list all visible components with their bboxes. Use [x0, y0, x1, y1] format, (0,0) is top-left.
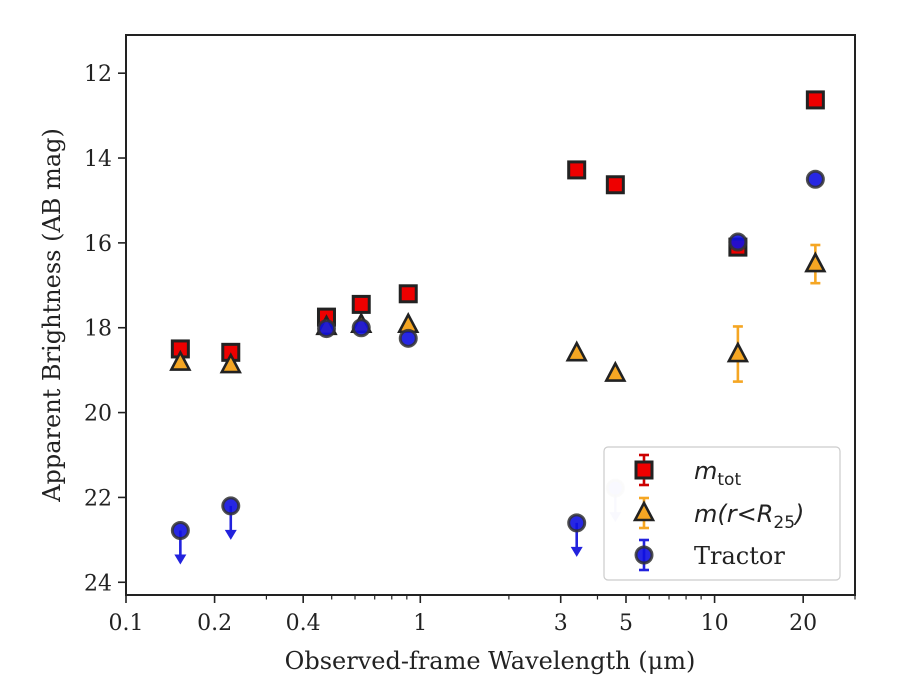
- x-tick-label: 0.1: [109, 611, 144, 636]
- legend-entry: Tractor: [634, 538, 785, 572]
- legend-square-marker: [634, 460, 654, 480]
- upper-limit-arrow-head: [174, 554, 187, 565]
- circle-marker: [567, 513, 587, 533]
- y-axis-label: Apparent Brightness (AB mag): [38, 128, 66, 503]
- y-tick-label: 16: [84, 232, 112, 257]
- y-tick-label: 22: [84, 486, 112, 511]
- data-point: [398, 328, 418, 348]
- legend-label: mtot: [694, 457, 741, 490]
- x-tick-label: 10: [701, 611, 729, 636]
- legend-triangle-marker: [632, 500, 656, 522]
- triangle-marker: [219, 352, 242, 374]
- y-tick-label: 20: [84, 402, 112, 427]
- legend-entry: mtot: [634, 453, 741, 490]
- circle-marker: [728, 232, 748, 252]
- x-tick-label: 0.4: [286, 611, 321, 636]
- circle-marker: [398, 328, 418, 348]
- square-marker: [605, 175, 625, 195]
- plot-frame: [125, 34, 856, 596]
- data-point: [567, 160, 587, 180]
- square-marker: [351, 294, 371, 314]
- data-point: [805, 169, 825, 189]
- circle-marker: [316, 319, 336, 339]
- triangle-marker: [169, 349, 192, 371]
- data-point: [219, 352, 242, 374]
- data-point: [605, 175, 625, 195]
- y-axis: 12 14 16 18 20 22 24: [84, 62, 126, 596]
- circle-marker: [170, 521, 190, 541]
- x-tick-label: 1: [413, 611, 427, 636]
- y-tick-label: 18: [84, 317, 112, 342]
- legend-box: [603, 446, 841, 581]
- x-tick-label: 0.2: [197, 611, 232, 636]
- data-point: [565, 340, 588, 362]
- data-point: [804, 243, 827, 285]
- legend-circle-marker: [634, 545, 654, 565]
- legend-label: m(r<R25): [694, 500, 804, 533]
- data-point: [316, 319, 336, 339]
- upper-limit-arrow-head: [570, 546, 583, 557]
- x-tick-label: 20: [789, 611, 817, 636]
- y-tick-label: 12: [84, 62, 112, 87]
- data-point: [567, 513, 587, 557]
- square-marker: [805, 90, 825, 110]
- circle-marker: [805, 169, 825, 189]
- square-marker: [398, 284, 418, 304]
- x-axis-label: Observed-frame Wavelength (μm): [285, 647, 696, 675]
- triangle-marker: [604, 360, 627, 382]
- data-point: [170, 521, 190, 565]
- data-point: [604, 360, 627, 382]
- legend-label: Tractor: [694, 542, 785, 570]
- x-tick-label: 3: [554, 611, 568, 636]
- triangle-marker: [726, 341, 750, 363]
- triangle-marker: [565, 340, 588, 362]
- data-point: [169, 349, 192, 371]
- legend: mtot m(r<R25) Tractor: [603, 446, 841, 581]
- legend-entry: m(r<R25): [632, 496, 804, 533]
- triangle-marker: [804, 251, 827, 273]
- upper-limit-arrow-head: [224, 529, 237, 540]
- circle-marker: [221, 496, 241, 516]
- square-marker: [567, 160, 587, 180]
- x-axis: 0.1 0.2 0.4 1 3 5 10 20: [109, 595, 856, 636]
- data-point: [726, 325, 750, 383]
- y-tick-label: 14: [84, 147, 112, 172]
- data-point: [398, 284, 418, 304]
- data-point: [221, 496, 241, 540]
- data-point: [805, 90, 825, 110]
- data-point: [728, 232, 748, 252]
- y-tick-label: 24: [84, 571, 112, 596]
- circle-marker: [351, 318, 371, 338]
- x-tick-label: 5: [619, 611, 633, 636]
- data-point: [351, 294, 371, 314]
- data-point: [351, 318, 371, 338]
